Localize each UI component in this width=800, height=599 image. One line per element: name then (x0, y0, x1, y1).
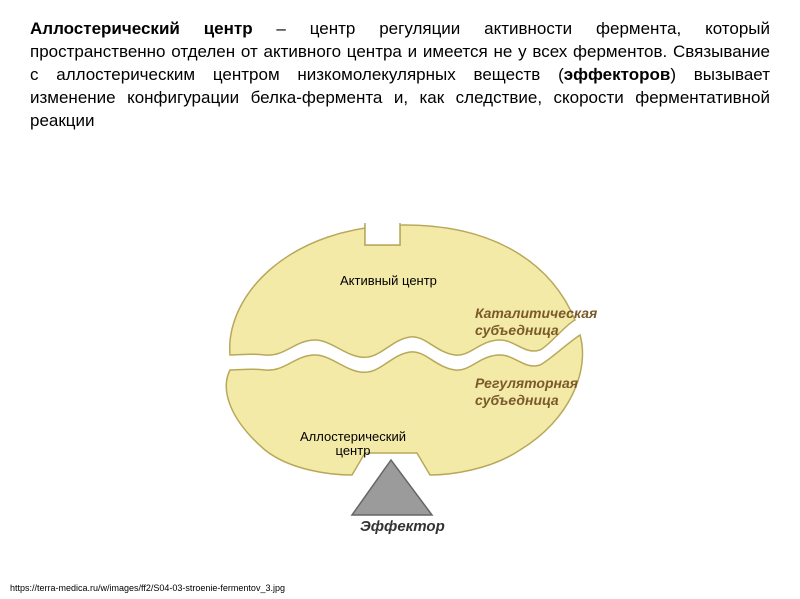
effector-shape (352, 460, 432, 515)
label-catalytic-subunit: Каталитическая субъедница (475, 305, 597, 339)
term-allosteric-center: Аллостерический центр (30, 19, 253, 38)
label-allosteric-l1: Аллостерический (300, 430, 406, 444)
source-url: https://terra-medica.ru/w/images/ff2/S04… (10, 583, 285, 593)
enzyme-diagram: Активный центр Каталитическая субъедница… (170, 215, 640, 545)
label-effector: Эффектор (360, 518, 445, 535)
active-center-notch (365, 223, 400, 245)
label-regulatory-subunit: Регуляторная субъедница (475, 375, 578, 409)
label-allosteric-center: Аллостерический центр (300, 430, 406, 459)
label-regulatory-l2: субъедница (475, 392, 578, 409)
dash: – (253, 19, 310, 38)
term-effectors: эффекторов (564, 65, 671, 84)
paragraph: Аллостерический центр – центр регуляции … (30, 18, 770, 133)
label-allosteric-l2: центр (300, 444, 406, 458)
label-active-center: Активный центр (340, 273, 437, 288)
label-catalytic-l2: субъедница (475, 322, 597, 339)
label-catalytic-l1: Каталитическая (475, 305, 597, 322)
label-regulatory-l1: Регуляторная (475, 375, 578, 392)
